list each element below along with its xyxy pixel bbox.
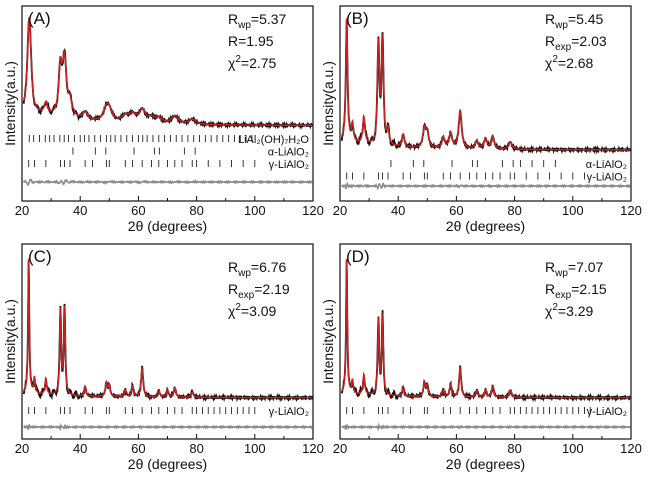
x-tick-label: 40 <box>73 441 87 456</box>
refinement-stat: Rexp=2.03 <box>545 33 607 53</box>
x-tick-label: 120 <box>620 203 642 218</box>
refinement-stat: Rexp=2.19 <box>228 281 290 301</box>
phase-label: α-LiAlO₂ <box>268 147 309 159</box>
x-axis-title: 2θ (degrees) <box>128 456 207 472</box>
x-tick-label: 20 <box>15 441 29 456</box>
x-tick-label: 100 <box>244 203 266 218</box>
series-calculated <box>23 258 313 399</box>
x-tick-label: 40 <box>73 203 87 218</box>
x-tick-label: 80 <box>189 441 203 456</box>
x-tick-label: 120 <box>302 441 324 456</box>
x-tick-label: 120 <box>302 203 324 218</box>
panel-label: (B) <box>346 9 369 28</box>
x-tick-label: 60 <box>131 203 145 218</box>
y-axis-title: Intensity(a.u.) <box>320 61 336 146</box>
phase-label: α-LiAlO₂ <box>586 159 627 171</box>
phase-label: LiAl₂(OH)₇H₂O <box>238 134 309 146</box>
panel-d: γ-LiAlO₂ 20 40 60 80 100 120 2θ (degrees) Intens… <box>320 243 642 472</box>
x-tick-label: 40 <box>391 203 405 218</box>
refinement-stat: R=1.95 <box>228 33 274 49</box>
panel-c: γ-LiAlO₂ 20 40 60 80 100 120 2θ (degrees) Intens… <box>2 243 324 472</box>
x-tick-label: 100 <box>562 203 584 218</box>
series-difference <box>23 422 313 432</box>
x-tick-label: 60 <box>449 441 463 456</box>
x-tick-label: 60 <box>131 441 145 456</box>
refinement-stat: Rexp=2.15 <box>545 281 607 301</box>
x-tick-label: 40 <box>391 441 405 456</box>
refinement-stat: χ2=3.29 <box>545 302 594 319</box>
refinement-stat: Rwp=5.45 <box>545 11 604 31</box>
refinement-stat: Rwp=5.37 <box>228 11 287 31</box>
phase-label: γ-LiAlO₂ <box>269 406 309 418</box>
series-calculated <box>341 18 631 151</box>
x-axis-title: 2θ (degrees) <box>446 456 525 472</box>
x-tick-label: 100 <box>562 441 584 456</box>
panel-label: (A) <box>28 9 51 28</box>
series-difference <box>341 422 631 432</box>
phase-label: γ-LiAlO₂ <box>587 172 627 184</box>
x-tick-label: 60 <box>449 203 463 218</box>
x-tick-label: 120 <box>620 441 642 456</box>
y-axis-title: Intensity(a.u.) <box>2 299 18 384</box>
x-axis-title: 2θ (degrees) <box>446 218 525 234</box>
x-tick-label: 20 <box>15 203 29 218</box>
x-tick-label: 20 <box>333 203 347 218</box>
refinement-stat: Rwp=6.76 <box>228 259 287 279</box>
series-calculated <box>22 17 313 126</box>
x-tick-label: 80 <box>507 441 521 456</box>
refinement-stat: χ2=2.68 <box>545 54 594 71</box>
y-axis-title: Intensity(a.u.) <box>320 299 336 384</box>
series-calculated <box>341 258 631 399</box>
refinement-stat: χ2=3.09 <box>228 302 277 319</box>
x-axis-title: 2θ (degrees) <box>128 218 207 234</box>
phase-label: γ-LiAlO₂ <box>269 159 309 171</box>
refinement-stat: χ2=2.75 <box>228 54 277 71</box>
panel-label: (C) <box>28 247 52 266</box>
x-tick-label: 100 <box>244 441 266 456</box>
phase-label: γ-LiAlO₂ <box>587 406 627 418</box>
refinement-stat: Rwp=7.07 <box>545 259 604 279</box>
series-difference <box>22 178 313 186</box>
x-tick-label: 80 <box>507 203 521 218</box>
series-difference <box>341 181 631 190</box>
panel-label: (D) <box>346 247 370 266</box>
x-tick-label: 20 <box>333 441 347 456</box>
x-tick-label: 80 <box>189 203 203 218</box>
y-axis-title: Intensity(a.u.) <box>2 61 18 146</box>
